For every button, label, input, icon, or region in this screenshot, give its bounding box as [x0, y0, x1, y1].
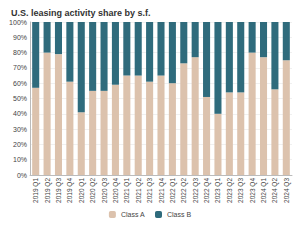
svg-text:10%: 10% — [13, 156, 27, 163]
svg-text:2023 Q2: 2023 Q2 — [226, 178, 234, 203]
svg-text:80%: 80% — [13, 49, 27, 56]
svg-text:20%: 20% — [13, 141, 27, 148]
svg-text:30%: 30% — [13, 126, 27, 133]
svg-text:2022 Q2: 2022 Q2 — [180, 178, 188, 203]
svg-text:40%: 40% — [13, 110, 27, 117]
svg-text:2020 Q1: 2020 Q1 — [78, 178, 86, 203]
svg-text:2024 Q1: 2024 Q1 — [260, 178, 268, 203]
svg-text:60%: 60% — [13, 80, 27, 87]
svg-text:0%: 0% — [17, 172, 27, 179]
svg-text:2022 Q4: 2022 Q4 — [203, 178, 211, 203]
svg-text:90%: 90% — [13, 34, 27, 41]
svg-text:2020 Q4: 2020 Q4 — [112, 178, 120, 203]
svg-text:2020 Q2: 2020 Q2 — [89, 178, 97, 203]
svg-text:100%: 100% — [9, 19, 27, 26]
svg-text:2022 Q3: 2022 Q3 — [192, 178, 200, 203]
svg-text:Class A: Class A — [121, 211, 145, 218]
svg-text:2023 Q3: 2023 Q3 — [237, 178, 245, 203]
svg-text:U.S. leasing activity share by: U.S. leasing activity share by s.f. — [11, 8, 151, 18]
svg-text:2021 Q3: 2021 Q3 — [146, 178, 154, 203]
svg-text:2023 Q4: 2023 Q4 — [249, 178, 257, 203]
svg-text:70%: 70% — [13, 64, 27, 71]
svg-text:2021 Q4: 2021 Q4 — [158, 178, 166, 203]
svg-text:2019 Q2: 2019 Q2 — [44, 178, 52, 203]
svg-text:2019 Q4: 2019 Q4 — [66, 178, 74, 203]
svg-text:2024 Q3: 2024 Q3 — [283, 178, 291, 203]
svg-text:2020 Q3: 2020 Q3 — [101, 178, 109, 203]
svg-text:2019 Q1: 2019 Q1 — [32, 178, 40, 203]
svg-text:2021 Q2: 2021 Q2 — [135, 178, 143, 203]
svg-text:2023 Q1: 2023 Q1 — [214, 178, 222, 203]
svg-text:2024 Q2: 2024 Q2 — [271, 178, 279, 203]
svg-text:2019 Q3: 2019 Q3 — [55, 178, 63, 203]
svg-text:2022 Q1: 2022 Q1 — [169, 178, 177, 203]
svg-text:50%: 50% — [13, 95, 27, 102]
svg-text:2021 Q1: 2021 Q1 — [123, 178, 131, 203]
svg-text:Class B: Class B — [167, 211, 191, 218]
